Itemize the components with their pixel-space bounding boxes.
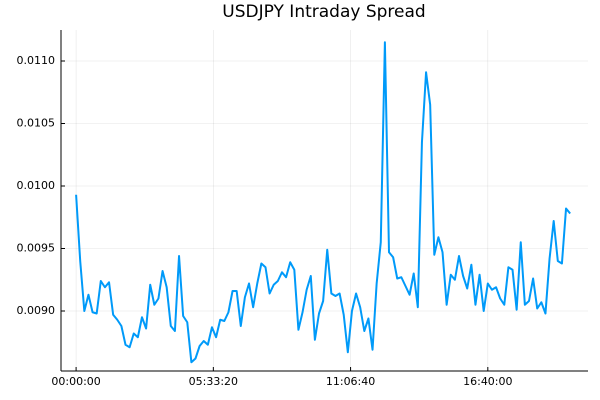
x-tick-label: 16:40:00 [463,375,512,388]
chart-title: USDJPY Intraday Spread [222,2,425,22]
x-tick-label: 11:06:40 [326,375,375,388]
y-tick-label: 0.0100 [17,179,56,192]
x-tick-label: 05:33:20 [189,375,238,388]
y-tick-label: 0.0090 [17,304,56,317]
line [75,41,571,364]
x-tick-label: 00:00:00 [51,375,100,388]
y-tick-label: 0.0095 [17,242,56,255]
y-tick-label: 0.0105 [17,117,56,130]
y-tick-label: 0.0110 [17,54,56,67]
